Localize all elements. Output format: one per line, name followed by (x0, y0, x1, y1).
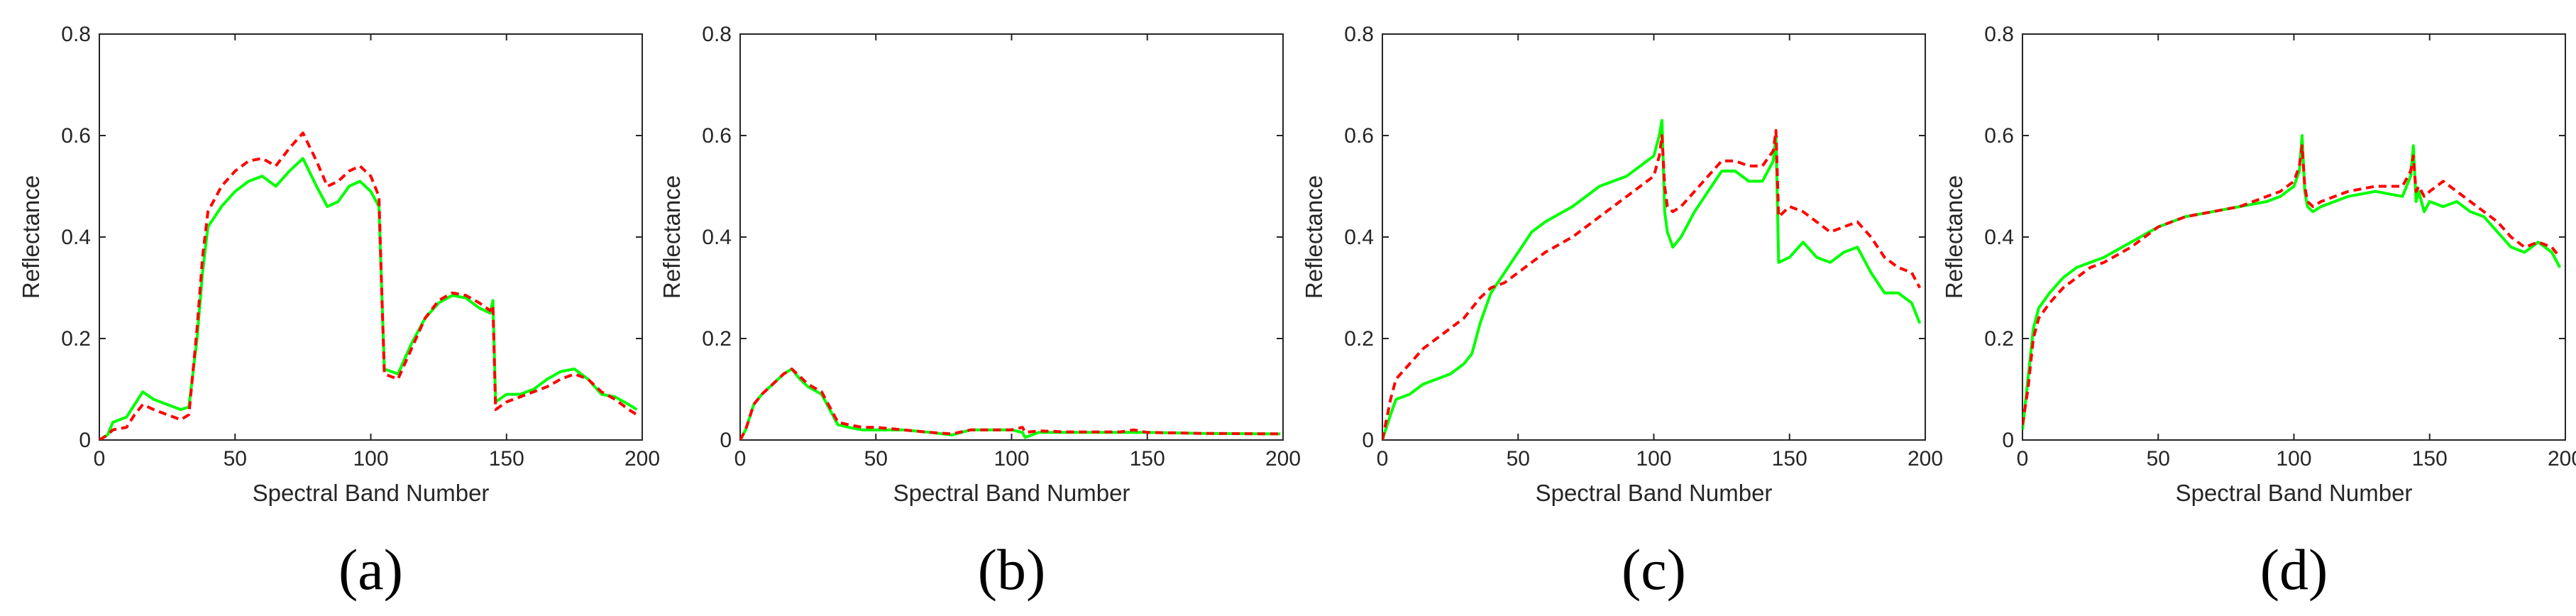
y-tick-label: 0.8 (1984, 23, 2014, 46)
y-tick-label: 0.8 (1344, 23, 1374, 46)
panel-label: (b) (978, 537, 1046, 602)
x-axis-title: Spectral Band Number (1536, 480, 1773, 506)
y-tick-label: 0 (1362, 429, 1374, 452)
y-tick-label: 0.2 (702, 327, 732, 351)
y-axis-title: Reflectance (1301, 175, 1327, 299)
y-tick-label: 0 (720, 429, 732, 452)
x-tick-label: 0 (2017, 447, 2029, 471)
y-tick-label: 0 (2002, 429, 2014, 452)
panel-b: 0 0.2 0.4 0.6 0.8 0 50 100 150 200 Spect… (659, 23, 1301, 602)
series-group (99, 131, 638, 440)
x-tick-label: 100 (353, 447, 388, 471)
y-tick-label: 0.2 (1984, 327, 2014, 351)
axes-box (1382, 33, 1926, 441)
panel-label: (d) (2260, 537, 2328, 602)
x-tick-label: 200 (624, 447, 660, 471)
x-tick-label: 50 (864, 447, 888, 471)
y-tick-label: 0.6 (61, 124, 91, 148)
x-tick-label: 50 (224, 447, 247, 471)
y-tick-label: 0.4 (61, 226, 91, 249)
solid-series-line (2022, 134, 2562, 430)
x-tick-label: 100 (2276, 447, 2311, 471)
x-tick-label: 100 (993, 447, 1029, 471)
series-group (1382, 119, 1922, 440)
x-tick-label: 200 (1908, 447, 1943, 471)
series-group (740, 367, 1281, 440)
dashed-series-line (99, 131, 638, 440)
y-tick-label: 0.6 (1344, 124, 1374, 148)
axes-box (739, 33, 1284, 441)
panel-label: (c) (1622, 537, 1686, 602)
x-tick-label: 150 (1130, 447, 1165, 471)
panel-a: 0 0.2 0.4 0.6 0.8 0 50 100 150 200 Spect… (18, 23, 660, 602)
solid-series-line (99, 157, 638, 440)
series-group (2022, 134, 2562, 430)
y-axis-title: Reflectance (18, 175, 44, 299)
axes-box (99, 33, 643, 441)
y-tick-label: 0.4 (702, 226, 732, 249)
y-tick-label: 0.6 (1984, 124, 2014, 148)
x-tick-label: 150 (489, 447, 524, 471)
x-tick-label: 200 (1265, 447, 1301, 471)
panel-d: 0 0.2 0.4 0.6 0.8 0 50 100 150 200 Spect… (1941, 23, 2576, 602)
x-tick-label: 0 (94, 447, 106, 471)
dashed-series-line (740, 367, 1281, 440)
y-tick-label: 0.6 (702, 124, 732, 148)
y-tick-label: 0.8 (702, 23, 732, 46)
x-tick-label: 200 (2548, 447, 2576, 471)
y-tick-label: 0.4 (1984, 226, 2014, 249)
x-tick-label: 50 (2147, 447, 2170, 471)
y-tick-label: 0.8 (61, 23, 91, 46)
solid-series-line (1382, 119, 1922, 440)
y-tick-label: 0 (79, 429, 91, 452)
y-tick-label: 0.2 (1344, 327, 1374, 351)
y-axis-title: Reflectance (1941, 175, 1967, 299)
y-tick-label: 0.4 (1344, 226, 1374, 249)
x-tick-label: 50 (1507, 447, 1530, 471)
x-axis-title: Spectral Band Number (253, 480, 490, 506)
x-axis-title: Spectral Band Number (893, 480, 1130, 506)
x-tick-label: 100 (1636, 447, 1671, 471)
x-tick-label: 150 (1772, 447, 1807, 471)
x-tick-label: 0 (734, 447, 747, 471)
plot-area-c (1382, 33, 1926, 441)
dashed-series-line (1382, 128, 1922, 440)
dashed-series-line (2022, 144, 2561, 425)
y-tick-label: 0.2 (61, 327, 91, 351)
y-axis-title: Reflectance (659, 175, 685, 299)
plot-area-d (2022, 33, 2566, 441)
plot-area-a (99, 33, 643, 441)
x-tick-label: 0 (1377, 447, 1389, 471)
x-axis-title: Spectral Band Number (2176, 480, 2413, 506)
panel-c: 0 0.2 0.4 0.6 0.8 0 50 100 150 200 Spect… (1301, 23, 1943, 602)
x-tick-label: 150 (2412, 447, 2448, 471)
plot-area-b (739, 33, 1284, 441)
axes-box (2022, 33, 2566, 441)
panel-label: (a) (338, 537, 403, 602)
